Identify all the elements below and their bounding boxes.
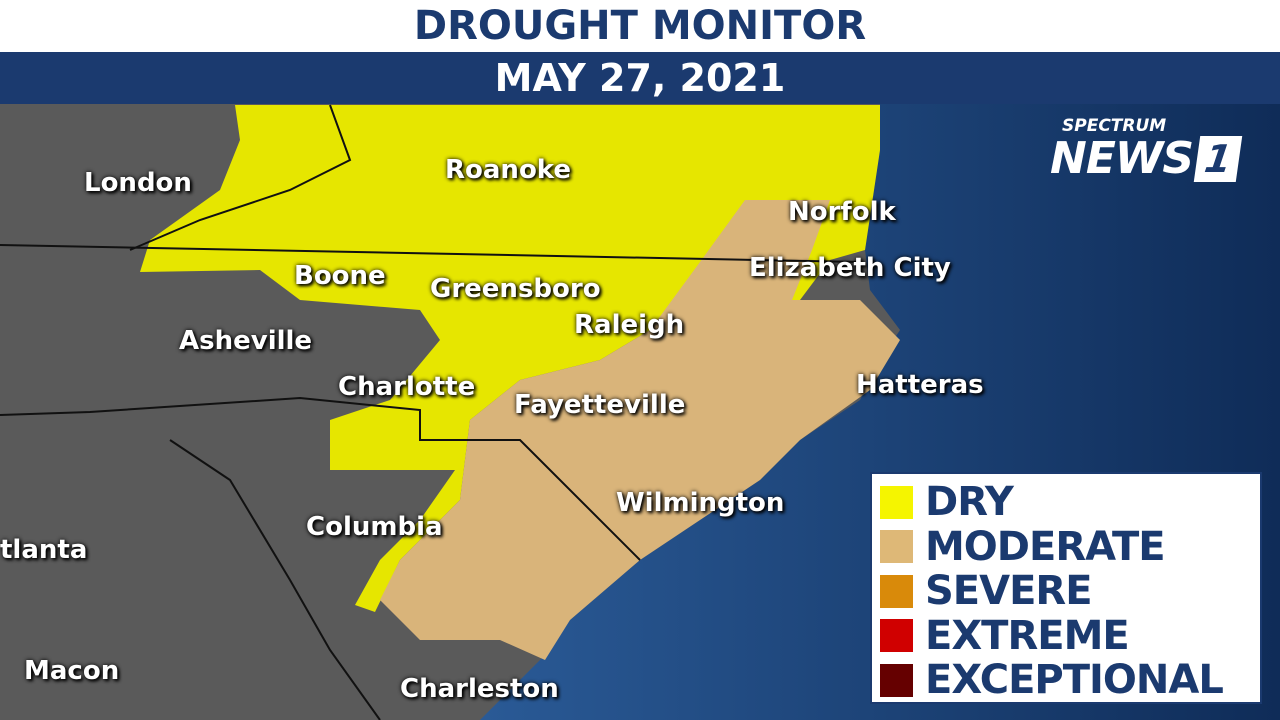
page-title: DROUGHT MONITOR [0,0,1280,52]
city-label: Hatteras [856,370,984,400]
city-label: Boone [294,261,386,291]
legend-item-extreme: EXTREME [880,614,1252,659]
legend-item-severe: SEVERE [880,569,1252,614]
city-label: tlanta [0,535,88,565]
state-border-va-nc [0,244,861,263]
state-border-sc-ga [169,439,381,720]
city-label: Roanoke [445,155,572,185]
city-label: London [84,168,192,198]
city-label: Charlotte [338,372,476,402]
moderate-area [380,200,900,660]
legend: DRY MODERATE SEVERE EXTREME EXCEPTIONAL [870,472,1262,704]
legend-swatch [880,530,913,564]
logo-main-row: NEWS 1 [1050,133,1243,184]
city-label: Asheville [179,326,313,356]
date-banner: MAY 27, 2021 [0,52,1280,104]
city-label: Macon [24,656,120,686]
spectrum-news-logo: SPECTRUM NEWS 1 [1050,116,1243,184]
city-label: Raleigh [574,310,685,340]
city-label: Norfolk [788,197,896,227]
legend-label: DRY [925,479,1014,526]
city-label: Greensboro [430,274,601,304]
legend-label: EXCEPTIONAL [925,657,1224,704]
legend-item-moderate: MODERATE [880,525,1252,570]
city-label: Columbia [306,512,443,542]
logo-main: NEWS [1050,133,1194,184]
legend-item-dry: DRY [880,480,1252,525]
state-border-nc-sc [0,396,641,561]
legend-item-exceptional: EXCEPTIONAL [880,658,1252,703]
city-label: Elizabeth City [749,253,951,283]
legend-swatch [880,663,913,697]
logo-number: 1 [1193,136,1243,182]
logo-top: SPECTRUM [1062,116,1167,136]
legend-swatch [880,619,913,653]
dry-area [140,105,880,612]
city-label: Wilmington [616,488,785,518]
city-label: Charleston [400,674,559,704]
legend-label: MODERATE [925,523,1166,570]
legend-label: SEVERE [925,568,1093,615]
state-border-ky-va [129,104,352,251]
legend-swatch [880,574,913,608]
city-label: Fayetteville [514,390,686,420]
legend-label: EXTREME [925,612,1130,659]
legend-swatch [880,485,913,519]
